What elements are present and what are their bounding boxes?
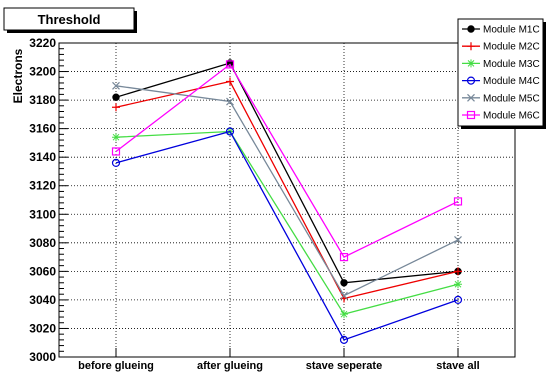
series-line: [115, 130, 459, 315]
y-tick-label: 3160: [29, 122, 56, 136]
y-tick-label: 3140: [29, 150, 56, 164]
legend-label: Module M1C: [483, 25, 540, 36]
data-point: [454, 236, 462, 244]
data-point: [340, 291, 348, 300]
y-tick-label: 3020: [29, 321, 56, 335]
y-tick-label: 3080: [29, 236, 56, 250]
data-point: [466, 76, 476, 85]
chart-title-box: Threshold: [3, 7, 137, 33]
legend: Module M1C Module M2C Module M3C Module M4C…: [457, 18, 546, 129]
legend-item: Module M2C: [462, 42, 540, 53]
plot-area: [58, 42, 516, 358]
series-line: [115, 85, 459, 297]
series-layer: [111, 59, 463, 344]
series-line: [115, 80, 459, 300]
legend-label: Module M4C: [483, 76, 540, 87]
data-point: [112, 81, 120, 90]
data-point: [453, 197, 463, 206]
data-point: [340, 279, 348, 287]
y-tick-label: 3220: [29, 36, 56, 50]
series-line: [115, 62, 459, 284]
series-module-m4c: [111, 127, 463, 344]
chart-title-shadow-bottom: [7, 30, 137, 33]
legend-label: Module M6C: [483, 111, 540, 122]
data-point: [339, 252, 349, 262]
series-line: [115, 130, 459, 341]
grid-lines: [59, 43, 515, 357]
data-point: [225, 127, 235, 136]
x-tick-label: before glueing: [78, 360, 154, 372]
chart-title: Threshold: [38, 12, 101, 27]
data-point: [453, 295, 463, 305]
x-tick-label: stave all: [436, 360, 479, 372]
data-point: [454, 267, 462, 276]
y-tick-label: 3200: [29, 65, 56, 79]
data-point: [340, 310, 348, 319]
y-tick-label: 3000: [29, 350, 56, 364]
data-point: [339, 335, 349, 344]
legend-label: Module M2C: [483, 42, 540, 53]
y-tick-label: 3100: [29, 207, 56, 221]
data-point: [112, 93, 120, 101]
x-tick-label: after glueing: [197, 360, 263, 372]
legend-item: Module M5C: [462, 93, 540, 104]
legend-item: Module M6C: [462, 111, 540, 122]
data-point: [111, 147, 121, 156]
chart-title-shadow-right: [134, 11, 137, 33]
data-point: [467, 59, 475, 68]
data-point: [467, 93, 475, 102]
data-point: [466, 110, 476, 120]
legend-item: Module M3C: [462, 59, 540, 70]
x-tick-label: stave seperate: [306, 360, 382, 372]
legend-frame: [457, 18, 544, 127]
series-module-m6c: [111, 60, 463, 262]
y-tick-label: 3060: [29, 264, 56, 278]
data-point: [454, 280, 462, 289]
data-point: [111, 158, 121, 167]
series-module-m1c: [112, 59, 462, 287]
data-point: [467, 25, 475, 33]
data-point: [226, 77, 234, 86]
y-tick-label: 3180: [29, 93, 56, 107]
series-module-m2c: [112, 77, 462, 303]
legend-label: Module M3C: [483, 59, 540, 70]
data-point: [112, 133, 120, 142]
y-tick-label: 3120: [29, 179, 56, 193]
series-module-m5c: [112, 81, 462, 300]
y-axis: 3000 3020 3040 3060 3080 3100 3120 3140 3160 3180…: [29, 36, 68, 364]
data-point: [112, 103, 120, 112]
legend-item: Module M4C: [462, 76, 540, 87]
series-line: [115, 63, 459, 258]
y-axis-title: Electrons: [11, 48, 25, 103]
x-axis: before glueing after glueing stave seperat…: [78, 348, 480, 372]
legend-label: Module M5C: [483, 93, 540, 104]
legend-item: Module M1C: [462, 25, 540, 36]
y-tick-label: 3040: [29, 293, 56, 307]
data-point: [225, 60, 235, 69]
data-point: [467, 42, 475, 51]
data-point: [226, 97, 234, 106]
